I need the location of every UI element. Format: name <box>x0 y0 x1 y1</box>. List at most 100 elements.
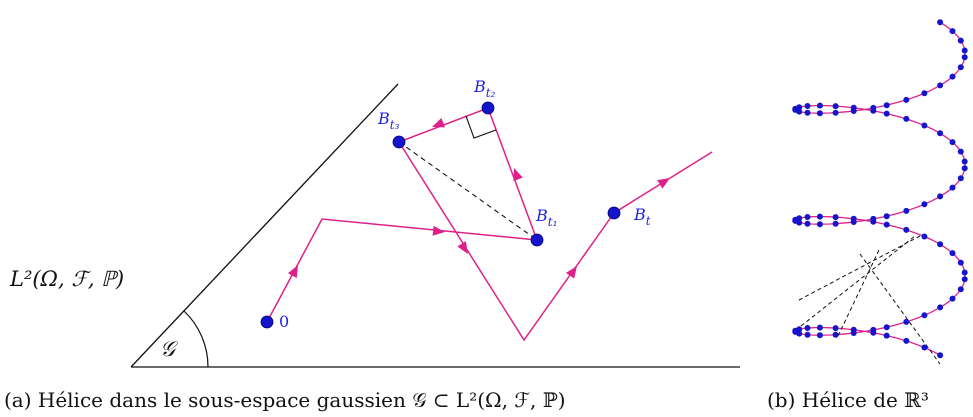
helix-point <box>937 193 944 200</box>
helix-point <box>870 329 877 336</box>
helix-point <box>816 213 823 220</box>
right-angle-marker <box>465 115 497 139</box>
helix-point <box>804 109 811 116</box>
point-bt3 <box>392 135 406 149</box>
helix-point <box>832 220 839 227</box>
helix-point <box>921 122 928 129</box>
helix-point <box>804 325 811 331</box>
helix-point <box>816 102 823 109</box>
helix-point <box>832 331 839 338</box>
helix-point <box>903 337 910 344</box>
helix-point <box>883 102 890 109</box>
helix-point <box>903 96 910 103</box>
helix-point <box>957 259 964 266</box>
helix-point <box>850 215 857 222</box>
helix-point <box>832 109 839 116</box>
helix-point <box>883 324 890 331</box>
helix-point <box>804 331 811 338</box>
panel-b: (b) Hélice de ℝ³ <box>767 19 968 412</box>
subscript-bt3: t₃ <box>390 118 400 132</box>
cone-label: 𝒢 <box>160 337 178 361</box>
label-bt2: Bt₂ <box>473 77 496 100</box>
helix-point <box>961 276 968 283</box>
helix-point <box>903 207 910 214</box>
chord <box>859 253 941 365</box>
cone-angle-arc <box>183 310 209 368</box>
point-bt1 <box>530 233 544 247</box>
helix-point <box>949 250 956 257</box>
helix-point <box>937 19 944 26</box>
point-bt <box>607 206 621 220</box>
helix-point <box>937 130 944 137</box>
helix-point <box>949 184 956 191</box>
chord <box>798 235 921 301</box>
helix-point <box>804 220 811 227</box>
helix-point <box>903 115 910 122</box>
helix-point <box>957 148 964 155</box>
helix-point <box>949 73 956 80</box>
label-bt1: Bt₁ <box>535 206 557 229</box>
helix-point <box>903 226 910 233</box>
caption-a: (a) Hélice dans le sous-espace gaussien … <box>4 388 566 412</box>
helix-point <box>937 304 944 311</box>
helix-point <box>949 28 956 35</box>
helix-point <box>850 104 857 111</box>
helix-points <box>792 19 968 359</box>
arrowhead <box>432 225 445 236</box>
caption-b: (b) Hélice de ℝ³ <box>767 388 929 412</box>
helix-point <box>796 104 803 111</box>
helix-point <box>961 269 968 276</box>
helix-point <box>949 139 956 146</box>
helix-point <box>883 213 890 220</box>
chord <box>837 247 881 337</box>
helix-point <box>937 352 944 359</box>
helix-point <box>921 201 928 208</box>
helix-point <box>832 214 839 221</box>
helix-point <box>961 165 968 172</box>
helix-point <box>870 107 877 114</box>
helix-point <box>921 90 928 97</box>
dashed-segment <box>398 141 538 241</box>
label-bt: Bt <box>633 205 651 228</box>
helix-point <box>796 326 803 333</box>
helix-point <box>937 241 944 248</box>
arrowhead <box>657 178 670 189</box>
helix-point <box>832 325 839 332</box>
helix-point <box>816 110 823 117</box>
arrowhead <box>287 265 298 278</box>
helix-point <box>804 214 811 220</box>
arrowhead <box>432 118 445 128</box>
helix-point <box>796 215 803 222</box>
helix-point <box>883 332 890 339</box>
chord <box>800 235 916 327</box>
helix-point <box>937 82 944 89</box>
helix-point <box>961 47 968 54</box>
helix-point <box>816 221 823 228</box>
cone-upper-edge <box>130 83 399 368</box>
subscript-bt2: t₂ <box>486 86 496 100</box>
point-bt2 <box>481 101 495 115</box>
subscript-bt: t <box>646 214 651 228</box>
arrowhead <box>513 168 523 181</box>
helix-point <box>949 295 956 302</box>
helix-point <box>961 158 968 165</box>
helix-point <box>921 312 928 319</box>
label-bt3: Bt₃ <box>377 109 400 132</box>
helix-point <box>957 37 964 44</box>
panel-a: 𝒢 L²(Ω, ℱ, ℙ) 0 Bt₁ Bt₂ Bt₃ Bt (a) <box>4 77 740 412</box>
arrowhead <box>457 241 468 254</box>
helix-point <box>816 332 823 339</box>
helix-point <box>957 64 964 71</box>
point-origin <box>260 315 274 329</box>
helix-point <box>957 286 964 293</box>
helix-point <box>903 318 910 325</box>
helix-point <box>870 218 877 225</box>
label-origin: 0 <box>279 312 289 331</box>
helix-point <box>961 54 968 61</box>
helix-point <box>804 103 811 109</box>
helix-point <box>883 221 890 228</box>
helix-point <box>816 324 823 331</box>
helix-point <box>957 175 964 182</box>
helix-point <box>832 103 839 110</box>
